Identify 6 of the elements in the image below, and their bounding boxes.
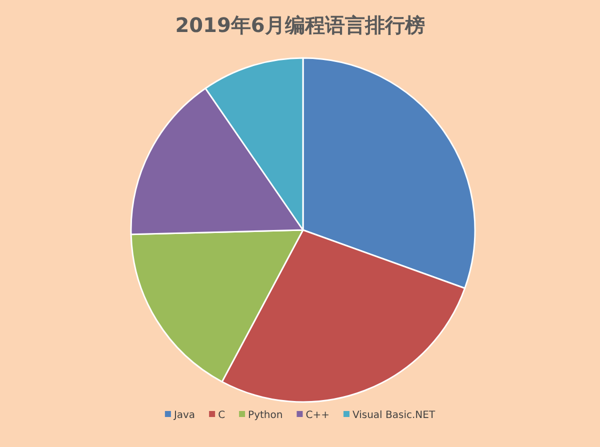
chart-title: 2019年6月编程语言排行榜 [175, 13, 425, 37]
legend-label: Visual Basic.NET [352, 410, 436, 421]
legend-label: Java [172, 410, 196, 421]
legend-label: Python [248, 410, 283, 421]
legend-label: C [218, 410, 226, 421]
legend-label: C++ [306, 410, 330, 421]
